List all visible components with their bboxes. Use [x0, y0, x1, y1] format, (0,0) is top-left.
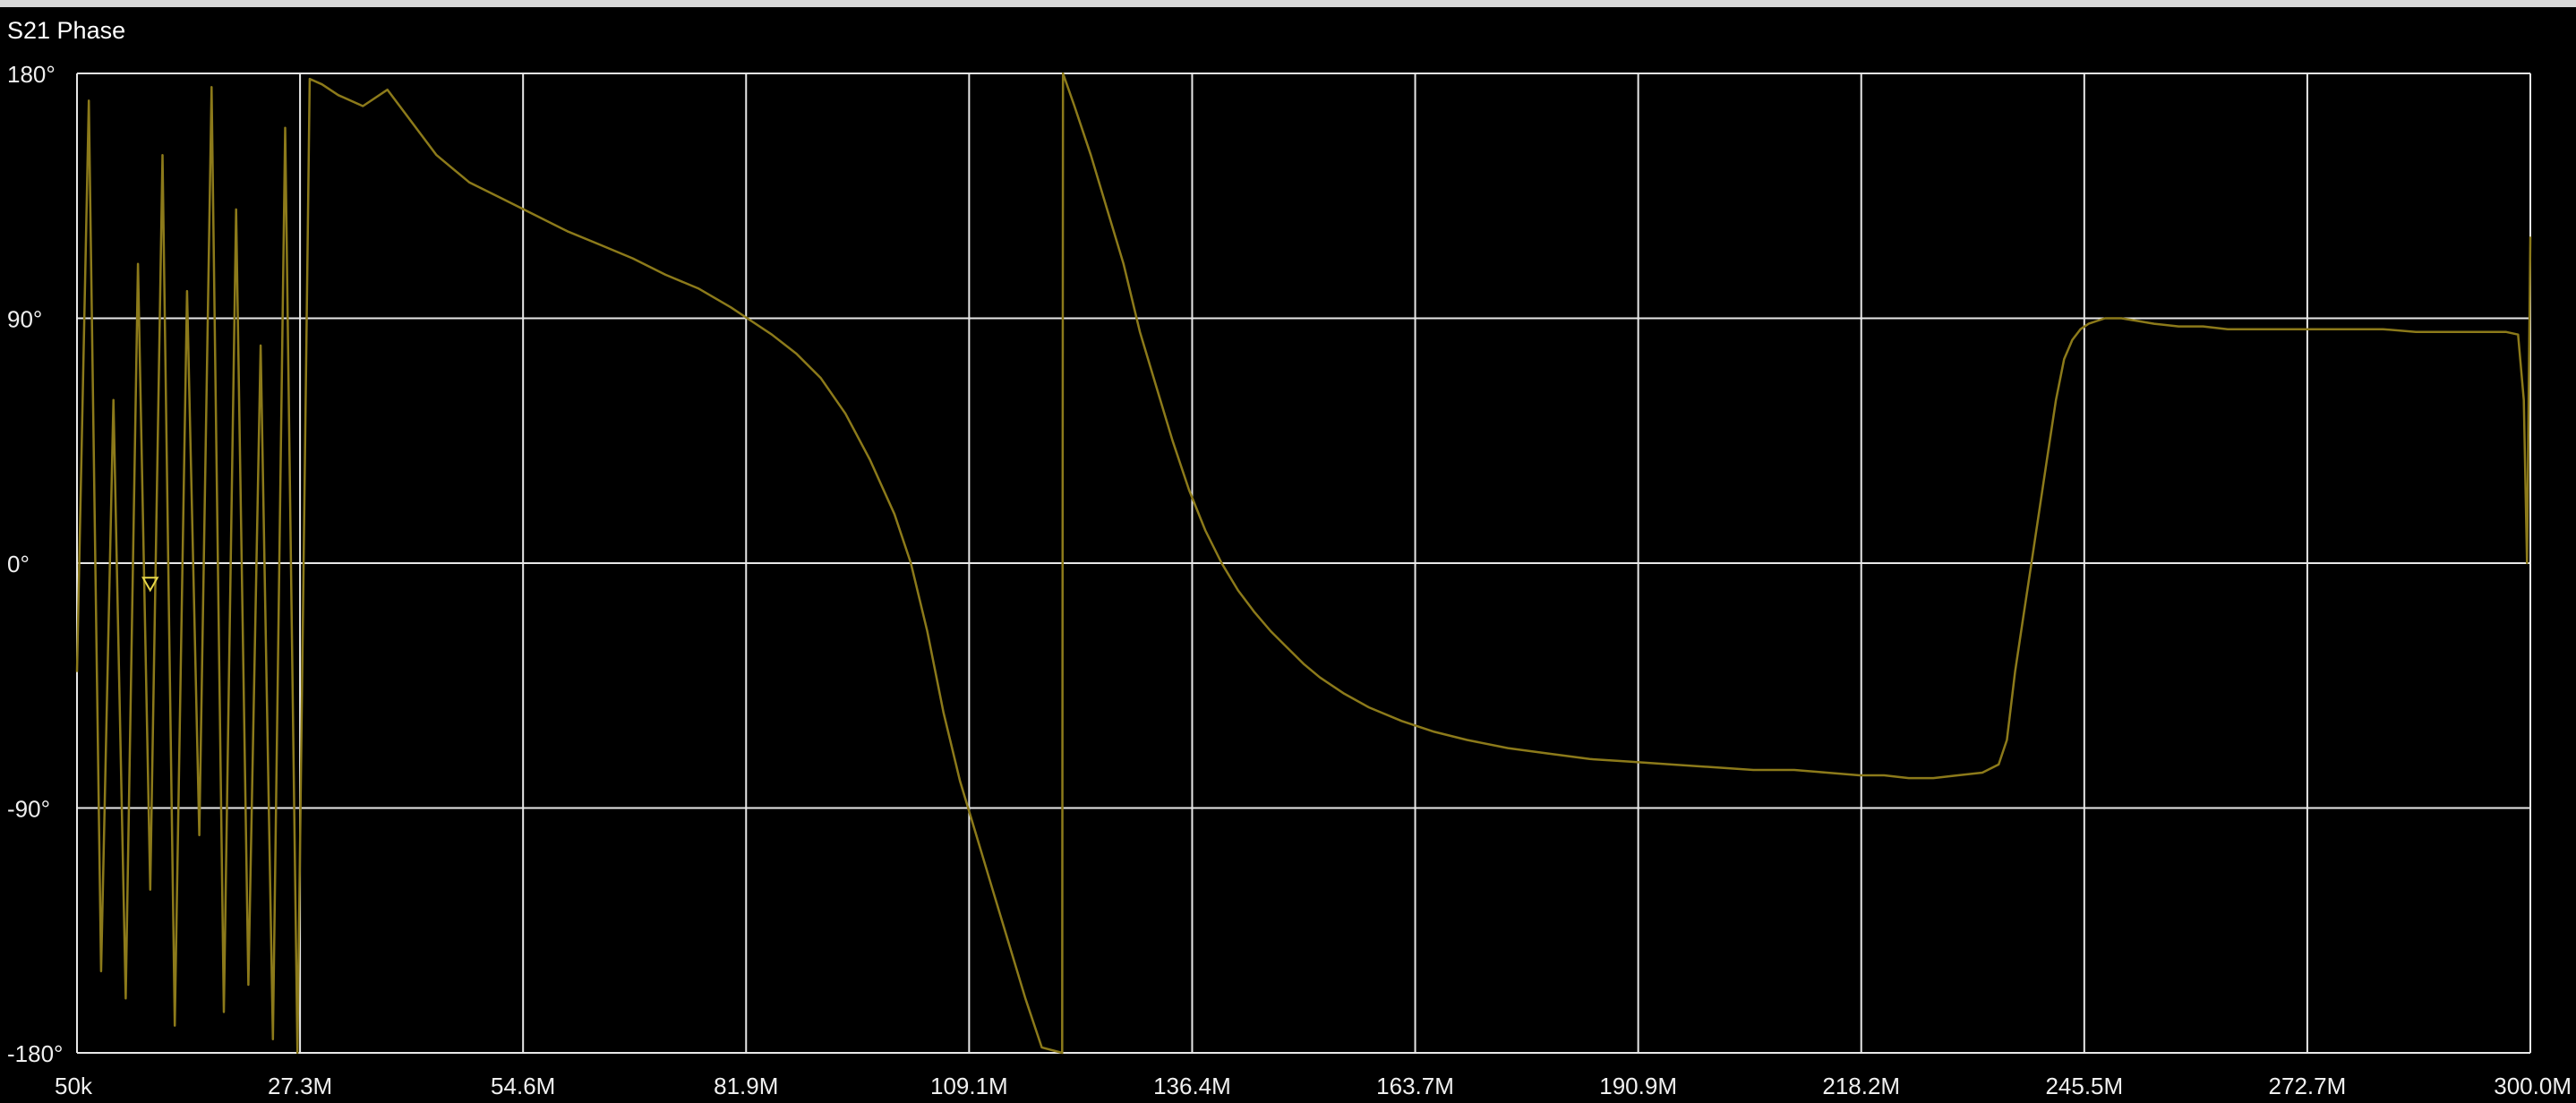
y-tick-label: -90° — [7, 796, 50, 823]
x-tick-label: 50k — [55, 1073, 93, 1099]
grid — [76, 73, 2531, 1054]
y-tick-label: 180° — [7, 61, 56, 88]
chart-title: S21 Phase — [7, 17, 125, 44]
x-tick-label: 218.2M — [1822, 1073, 1900, 1099]
y-tick-labels: 180° 90° 0° -90° -180° — [7, 61, 63, 1067]
window-top-strip — [0, 0, 2576, 7]
x-tick-label: 272.7M — [2269, 1073, 2347, 1099]
x-tick-label: 190.9M — [1599, 1073, 1677, 1099]
marker-triangle-icon — [141, 577, 159, 593]
x-tick-label: 300.0M — [2494, 1073, 2572, 1099]
phase-trace-line — [75, 72, 2532, 1055]
y-tick-label: 90° — [7, 306, 42, 333]
marker-layer — [141, 577, 159, 593]
y-tick-label: -180° — [7, 1040, 63, 1067]
trace-layer — [75, 72, 2532, 1055]
x-tick-label: 81.9M — [714, 1073, 778, 1099]
x-tick-label: 163.7M — [1376, 1073, 1454, 1099]
y-tick-label: 0° — [7, 551, 30, 577]
x-tick-label: 54.6M — [491, 1073, 555, 1099]
x-tick-label: 136.4M — [1153, 1073, 1231, 1099]
x-tick-label: 109.1M — [930, 1073, 1008, 1099]
x-tick-labels: 50k 27.3M 54.6M 81.9M 109.1M 136.4M 163.7M 190.… — [55, 1073, 2572, 1099]
x-tick-label: 245.5M — [2045, 1073, 2123, 1099]
x-tick-label: 27.3M — [268, 1073, 332, 1099]
